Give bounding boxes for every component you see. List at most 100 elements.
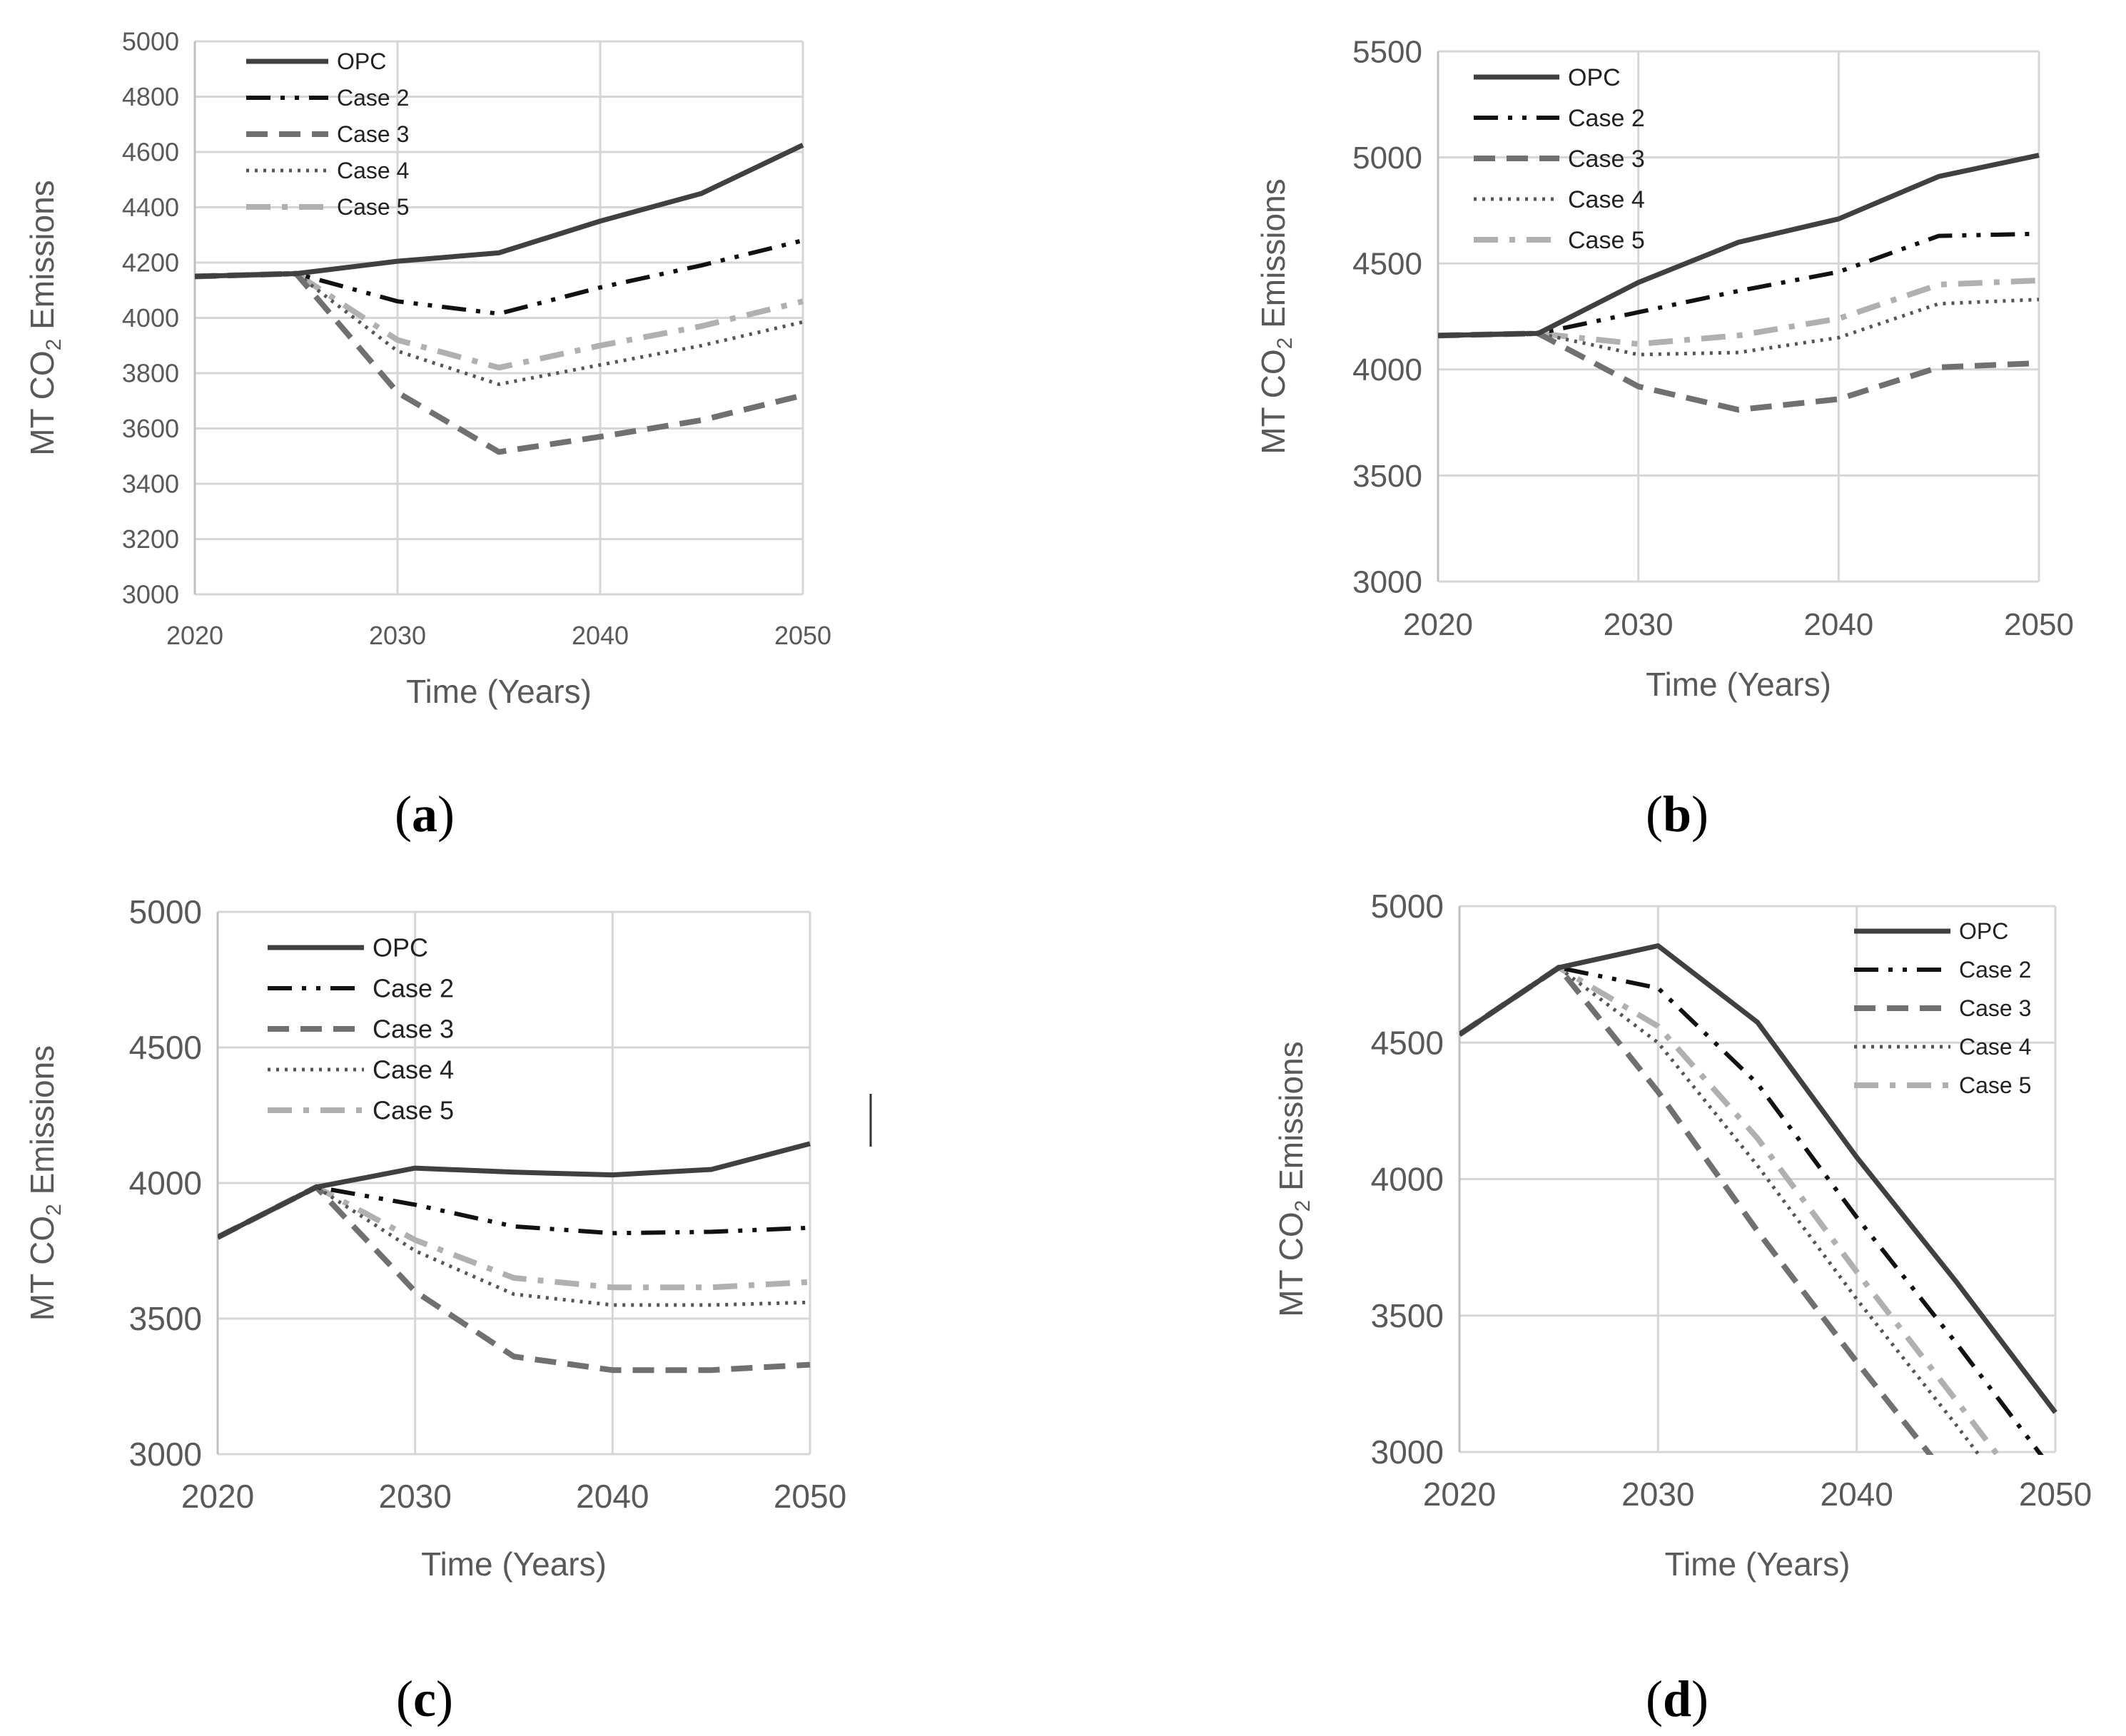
legend-label: Case 2 bbox=[1959, 957, 2031, 983]
legend-label: Case 4 bbox=[337, 158, 409, 183]
series-line-case-2 bbox=[218, 1184, 811, 1239]
x-axis-title: Time (Years) bbox=[1646, 666, 1831, 703]
legend-label: Case 5 bbox=[1568, 227, 1645, 254]
legend-label: Case 5 bbox=[1959, 1072, 2031, 1098]
series-line-case-5 bbox=[195, 270, 804, 371]
y-tick-label: 3000 bbox=[1371, 1433, 1444, 1471]
x-tick-label: 2020 bbox=[1423, 1476, 1496, 1513]
caption-d: (d) bbox=[1646, 1670, 1709, 1727]
series-line-case-5 bbox=[218, 1184, 811, 1291]
y-tick-label: 4500 bbox=[129, 1029, 202, 1066]
chart-panel-a: 3000 3200 3400 3600 3800 4000 4200 4400 4600 4800… bbox=[24, 27, 831, 710]
x-tick-label: 2030 bbox=[378, 1478, 451, 1515]
y-tick-label: 3500 bbox=[1371, 1297, 1444, 1334]
y-axis-title-main: MT CO bbox=[24, 1216, 61, 1321]
y-axis-title-rest: Emissions bbox=[1272, 1041, 1310, 1199]
y-tick-label: 4500 bbox=[1352, 247, 1422, 282]
x-tick-label: 2050 bbox=[774, 621, 831, 650]
y-tick-label: 4500 bbox=[1371, 1024, 1444, 1061]
legend-label: Case 3 bbox=[1568, 146, 1645, 173]
series-line-case-4 bbox=[218, 1185, 811, 1307]
y-tick-label: 4000 bbox=[129, 1164, 202, 1202]
x-tick-label: 2020 bbox=[181, 1478, 254, 1515]
y-tick-label: 4800 bbox=[122, 82, 179, 111]
x-tick-label: 2030 bbox=[369, 621, 426, 650]
y-tick-label: 3000 bbox=[122, 580, 179, 609]
chart-panel-c: 3000 3500 4000 4500 5000 2020 2030 2040 2050 Time… bbox=[24, 893, 846, 1583]
legend-label: Case 4 bbox=[373, 1055, 454, 1085]
y-tick-label: 3000 bbox=[129, 1436, 202, 1473]
y-axis-title: MT CO2 Emissions bbox=[1272, 1041, 1315, 1316]
y-tick-label: 3200 bbox=[122, 524, 179, 554]
legend-label: Case 2 bbox=[337, 85, 409, 111]
x-axis-title: Time (Years) bbox=[1665, 1545, 1851, 1583]
y-axis-title: MT CO2 Emissions bbox=[1255, 178, 1297, 454]
legend-label: Case 2 bbox=[373, 974, 454, 1003]
series-line-opc bbox=[218, 1141, 811, 1240]
legend-label: Case 3 bbox=[1959, 995, 2031, 1021]
y-tick-label: 3600 bbox=[122, 414, 179, 443]
series-line-case-2 bbox=[1438, 231, 2040, 338]
y-axis-title: MT CO2 Emissions bbox=[24, 180, 66, 455]
y-axis-title-main: MT CO bbox=[1272, 1212, 1310, 1316]
x-tick-label: 2030 bbox=[1604, 607, 1674, 642]
y-tick-label: 4000 bbox=[1371, 1161, 1444, 1198]
x-tick-label: 2040 bbox=[1803, 607, 1873, 642]
y-axis-title: MT CO2 Emissions bbox=[24, 1045, 66, 1321]
y-tick-label: 5000 bbox=[1352, 141, 1422, 176]
chart-panel-b: 3000 3500 4000 4500 5000 5500 2020 2030 2040 2050… bbox=[1255, 34, 2074, 703]
x-tick-label: 2020 bbox=[166, 621, 223, 650]
x-tick-label: 2050 bbox=[2019, 1476, 2092, 1513]
y-tick-label: 4000 bbox=[122, 303, 179, 333]
series-line-opc bbox=[195, 143, 804, 279]
legend-label: Case 5 bbox=[373, 1096, 454, 1125]
y-axis-title-rest: Emissions bbox=[24, 1045, 61, 1204]
chart-panel-d: 3000 3500 4000 4500 5000 2020 2030 2040 2050 Time… bbox=[1272, 888, 2092, 1583]
y-axis-title-subscript: 2 bbox=[1273, 337, 1297, 350]
series-line-case-3 bbox=[1438, 330, 2040, 413]
y-axis-title-rest: Emissions bbox=[24, 180, 61, 338]
y-tick-label: 4400 bbox=[122, 193, 179, 222]
legend-label: Case 4 bbox=[1959, 1034, 2031, 1060]
y-axis-title-subscript: 2 bbox=[42, 339, 66, 351]
x-tick-label: 2050 bbox=[774, 1478, 846, 1515]
y-tick-label: 5000 bbox=[129, 893, 202, 930]
y-axis-title-main: MT CO bbox=[1255, 349, 1292, 454]
caption-b: (b) bbox=[1646, 786, 1709, 843]
legend-label: Case 5 bbox=[337, 194, 409, 220]
x-tick-label: 2040 bbox=[1820, 1476, 1893, 1513]
y-tick-label: 3800 bbox=[122, 359, 179, 388]
series-line-opc bbox=[1459, 943, 2057, 1414]
x-axis-title: Time (Years) bbox=[406, 673, 592, 710]
series-line-case-3 bbox=[195, 270, 804, 455]
series-line-case-2 bbox=[195, 238, 804, 316]
x-tick-label: 2040 bbox=[576, 1478, 649, 1515]
y-tick-label: 3500 bbox=[129, 1300, 202, 1337]
x-tick-label: 2040 bbox=[572, 621, 629, 650]
y-tick-label: 5000 bbox=[122, 27, 179, 56]
x-axis-title: Time (Years) bbox=[421, 1545, 607, 1583]
caption-c: (c) bbox=[396, 1670, 453, 1727]
series-line-case-4 bbox=[1459, 965, 1981, 1455]
x-tick-label: 2050 bbox=[2004, 607, 2074, 642]
y-tick-label: 3500 bbox=[1352, 459, 1422, 494]
y-tick-label: 4200 bbox=[122, 248, 179, 278]
legend-label: OPC bbox=[1568, 64, 1621, 91]
series-line-case-5 bbox=[1438, 278, 2040, 347]
legend-label: Case 4 bbox=[1568, 186, 1645, 213]
y-axis-title-main: MT CO bbox=[24, 350, 61, 455]
x-tick-label: 2020 bbox=[1403, 607, 1473, 642]
y-tick-label: 3000 bbox=[1352, 564, 1422, 599]
caption-a: (a) bbox=[395, 786, 455, 843]
y-tick-label: 5500 bbox=[1352, 34, 1422, 69]
legend-label: OPC bbox=[1959, 918, 2008, 944]
y-tick-label: 5000 bbox=[1371, 888, 1444, 925]
legend-label: OPC bbox=[373, 933, 428, 963]
y-tick-label: 3400 bbox=[122, 469, 179, 499]
x-tick-label: 2030 bbox=[1621, 1476, 1694, 1513]
y-axis-title-rest: Emissions bbox=[1255, 178, 1292, 337]
y-tick-label: 4600 bbox=[122, 138, 179, 167]
series-line-opc bbox=[1438, 153, 2040, 338]
legend-label: OPC bbox=[337, 49, 386, 74]
